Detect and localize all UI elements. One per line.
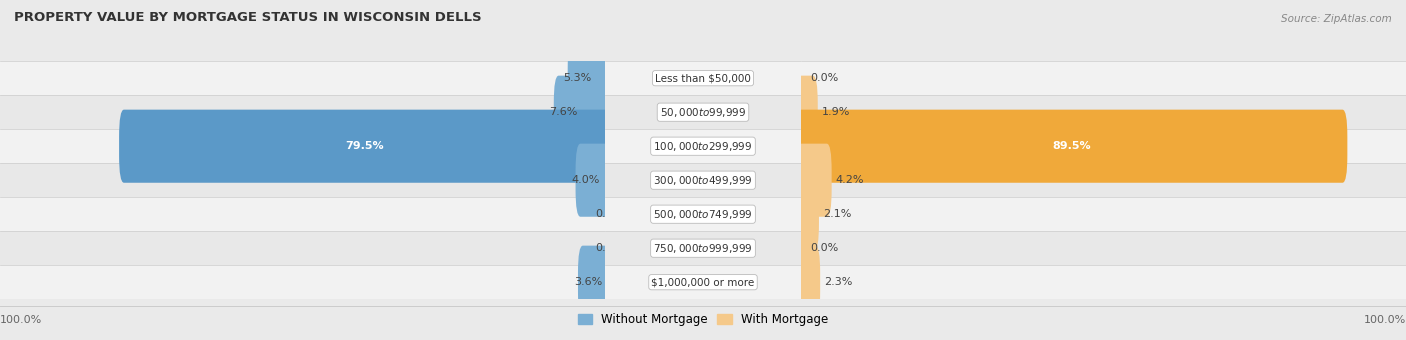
Text: $300,000 to $499,999: $300,000 to $499,999: [654, 174, 752, 187]
FancyBboxPatch shape: [797, 177, 818, 251]
Text: $500,000 to $749,999: $500,000 to $749,999: [654, 208, 752, 221]
FancyBboxPatch shape: [575, 143, 609, 217]
FancyBboxPatch shape: [605, 231, 801, 265]
FancyBboxPatch shape: [0, 129, 605, 163]
FancyBboxPatch shape: [554, 75, 609, 149]
FancyBboxPatch shape: [801, 197, 1406, 231]
FancyBboxPatch shape: [605, 129, 801, 163]
Text: 79.5%: 79.5%: [344, 141, 384, 151]
FancyBboxPatch shape: [797, 75, 818, 149]
FancyBboxPatch shape: [0, 265, 605, 299]
Text: 1.9%: 1.9%: [823, 107, 851, 117]
FancyBboxPatch shape: [0, 61, 605, 95]
Text: $50,000 to $99,999: $50,000 to $99,999: [659, 106, 747, 119]
Text: Less than $50,000: Less than $50,000: [655, 73, 751, 83]
FancyBboxPatch shape: [797, 245, 820, 319]
Text: 3.6%: 3.6%: [574, 277, 602, 287]
FancyBboxPatch shape: [578, 245, 609, 319]
FancyBboxPatch shape: [797, 143, 832, 217]
Text: 89.5%: 89.5%: [1053, 141, 1091, 151]
FancyBboxPatch shape: [0, 197, 605, 231]
FancyBboxPatch shape: [605, 95, 801, 129]
Text: 5.3%: 5.3%: [564, 73, 592, 83]
FancyBboxPatch shape: [797, 109, 1347, 183]
Text: 0.0%: 0.0%: [596, 243, 624, 253]
Text: 4.2%: 4.2%: [837, 175, 865, 185]
FancyBboxPatch shape: [801, 61, 1406, 95]
Legend: Without Mortgage, With Mortgage: Without Mortgage, With Mortgage: [574, 308, 832, 331]
Text: 0.0%: 0.0%: [810, 73, 839, 83]
FancyBboxPatch shape: [605, 163, 801, 197]
FancyBboxPatch shape: [801, 95, 1406, 129]
Text: PROPERTY VALUE BY MORTGAGE STATUS IN WISCONSIN DELLS: PROPERTY VALUE BY MORTGAGE STATUS IN WIS…: [14, 11, 482, 24]
Text: 0.0%: 0.0%: [596, 209, 624, 219]
Text: 0.0%: 0.0%: [810, 243, 839, 253]
FancyBboxPatch shape: [0, 163, 605, 197]
Text: $1,000,000 or more: $1,000,000 or more: [651, 277, 755, 287]
Text: $100,000 to $299,999: $100,000 to $299,999: [654, 140, 752, 153]
FancyBboxPatch shape: [568, 41, 609, 115]
FancyBboxPatch shape: [801, 265, 1406, 299]
FancyBboxPatch shape: [801, 231, 1406, 265]
Text: Source: ZipAtlas.com: Source: ZipAtlas.com: [1281, 14, 1392, 24]
FancyBboxPatch shape: [120, 109, 609, 183]
Text: 4.0%: 4.0%: [571, 175, 600, 185]
Text: 7.6%: 7.6%: [550, 107, 578, 117]
Text: 2.3%: 2.3%: [824, 277, 853, 287]
Text: 100.0%: 100.0%: [0, 314, 42, 325]
FancyBboxPatch shape: [0, 231, 605, 265]
Text: $750,000 to $999,999: $750,000 to $999,999: [654, 242, 752, 255]
FancyBboxPatch shape: [605, 197, 801, 231]
FancyBboxPatch shape: [801, 163, 1406, 197]
FancyBboxPatch shape: [0, 95, 605, 129]
Text: 100.0%: 100.0%: [1364, 314, 1406, 325]
FancyBboxPatch shape: [605, 265, 801, 299]
FancyBboxPatch shape: [605, 61, 801, 95]
FancyBboxPatch shape: [801, 129, 1406, 163]
Text: 2.1%: 2.1%: [823, 209, 852, 219]
